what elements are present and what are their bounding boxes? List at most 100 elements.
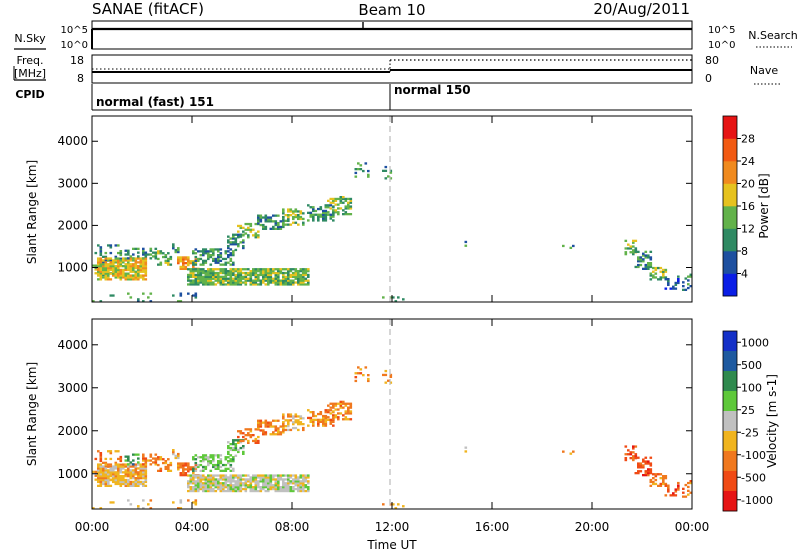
velocity-cell xyxy=(237,441,240,444)
velocity-cell xyxy=(387,379,390,382)
velocity-cell xyxy=(654,482,658,486)
velocity-cell xyxy=(177,462,180,465)
power-cell xyxy=(94,272,98,275)
power-cell xyxy=(644,254,648,257)
power-cell xyxy=(359,164,363,167)
nsky-panel: N.Sky 10^5 10^0 10^5 10^0 N.Search xyxy=(14,20,798,51)
power-cell xyxy=(142,265,145,268)
power-cell xyxy=(119,265,123,268)
velocity-cell xyxy=(124,471,128,474)
velocity-cell xyxy=(667,490,670,493)
power-cell xyxy=(209,275,213,278)
velocity-cell xyxy=(647,460,650,463)
power-cell xyxy=(287,277,290,280)
velocity-cell xyxy=(264,431,268,434)
power-cell xyxy=(264,275,268,278)
velocity-cell xyxy=(304,484,308,487)
velocity-cell xyxy=(202,458,205,461)
power-cell xyxy=(212,268,215,271)
velocity-cell xyxy=(287,474,290,477)
velocity-cell xyxy=(249,428,253,431)
power-cell xyxy=(202,271,205,275)
velocity-cell xyxy=(187,489,190,493)
power-cell xyxy=(354,175,358,178)
power-cell xyxy=(119,276,123,279)
velocity-cell xyxy=(139,467,143,470)
velocity-cell xyxy=(294,476,298,479)
colorbar-swatch xyxy=(723,411,737,432)
velocity-cell xyxy=(277,431,280,434)
velocity-cell xyxy=(194,499,198,502)
velocity-cell xyxy=(127,480,130,484)
power-cell xyxy=(254,222,258,226)
velocity-cell xyxy=(257,423,260,426)
velocity-cell xyxy=(324,414,328,418)
power-cell xyxy=(327,213,330,216)
power-cell xyxy=(182,260,185,263)
velocity-cell xyxy=(99,478,103,481)
velocity-cell xyxy=(207,476,210,479)
velocity-cell xyxy=(244,437,248,441)
velocity-cell xyxy=(294,474,298,477)
velocity-cell xyxy=(174,456,178,460)
velocity-cell xyxy=(204,489,208,493)
power-cell xyxy=(132,274,135,277)
y-tick-label: 3000 xyxy=(57,381,88,395)
power-cell xyxy=(637,250,640,253)
power-cell xyxy=(299,270,303,273)
velocity-cell xyxy=(142,471,145,474)
velocity-cell xyxy=(324,422,328,425)
velocity-cell xyxy=(264,421,268,424)
velocity-cell xyxy=(129,471,133,474)
power-cell xyxy=(229,259,233,262)
colorbar-tick-label: 12 xyxy=(741,223,755,236)
velocity-cell xyxy=(184,468,188,471)
power-cell xyxy=(142,268,145,272)
power-cell xyxy=(257,236,260,239)
velocity-cell xyxy=(262,429,265,432)
velocity-cell xyxy=(292,482,295,485)
power-cell xyxy=(204,275,208,278)
power-cell xyxy=(272,281,275,284)
power-cell xyxy=(202,261,205,264)
power-cell xyxy=(649,272,653,275)
velocity-cell xyxy=(164,461,168,465)
colorbar-swatch xyxy=(723,116,737,139)
power-cell xyxy=(177,250,180,254)
power-cell xyxy=(202,281,205,284)
velocity-cell xyxy=(297,419,300,422)
velocity-cell xyxy=(277,429,280,432)
power-cell xyxy=(307,211,310,214)
power-cell xyxy=(357,162,360,165)
power-cell xyxy=(287,270,290,273)
power-cell xyxy=(97,257,100,260)
velocity-cell xyxy=(112,475,115,478)
power-cell xyxy=(194,275,198,278)
velocity-cell xyxy=(287,478,290,481)
power-cell xyxy=(202,279,205,282)
velocity-cell xyxy=(119,471,123,474)
velocity-cell xyxy=(642,474,645,477)
power-cell xyxy=(207,254,210,257)
velocity-cell xyxy=(109,471,113,474)
power-cell xyxy=(234,277,238,280)
power-cell xyxy=(637,265,640,269)
velocity-cell xyxy=(244,434,248,437)
velocity-cell xyxy=(237,476,240,479)
velocity-cell xyxy=(109,467,113,470)
nsearch-tick-top: 10^5 xyxy=(708,25,735,36)
velocity-cell xyxy=(104,457,108,461)
power-cell xyxy=(244,275,248,278)
velocity-cell xyxy=(637,462,640,465)
power-cell xyxy=(237,224,240,228)
power-cell xyxy=(227,283,230,286)
velocity-cell xyxy=(254,476,258,479)
velocity-cell xyxy=(349,410,353,413)
velocity-cell xyxy=(219,460,223,463)
power-cell xyxy=(642,254,645,257)
power-cell xyxy=(189,283,193,286)
velocity-cell xyxy=(282,489,285,493)
power-cell xyxy=(227,255,230,259)
velocity-cell xyxy=(464,450,468,453)
